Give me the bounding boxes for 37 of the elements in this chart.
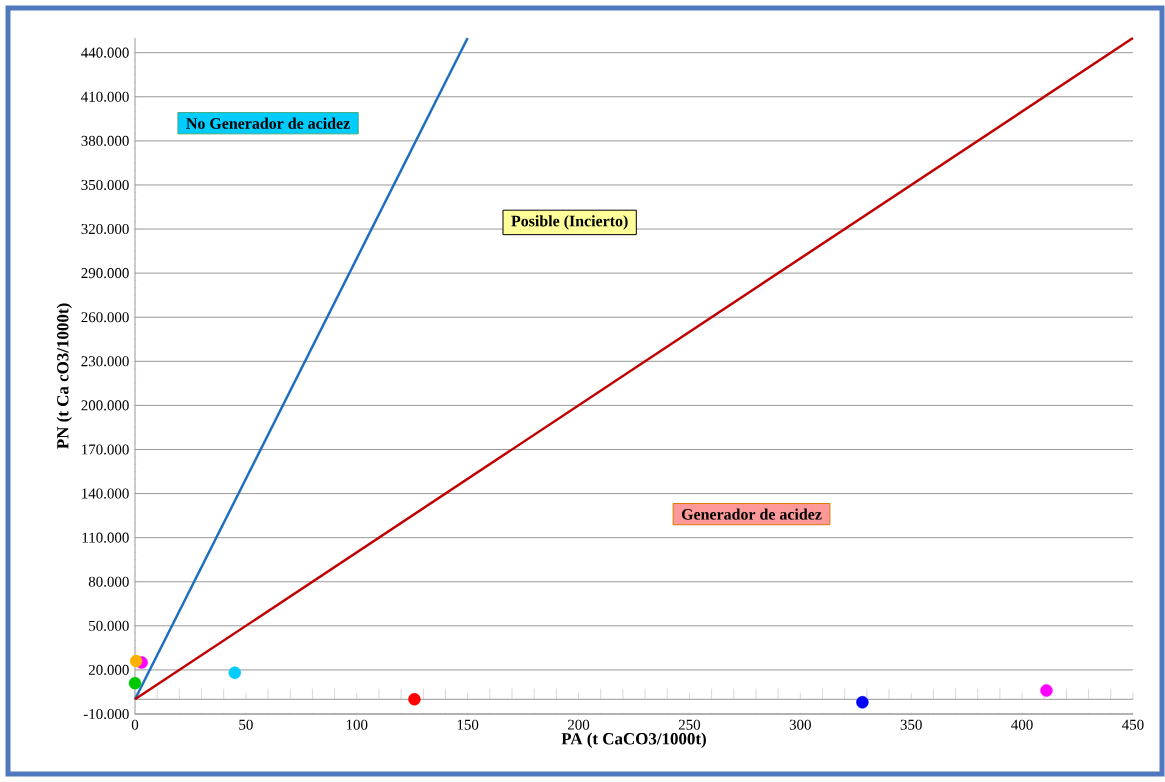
x-tick-label: 400	[1011, 719, 1033, 730]
y-tick-label: 50.000	[89, 620, 129, 631]
x-tick-label: 250	[678, 719, 701, 730]
point	[228, 666, 241, 680]
x-tick-label: 200	[567, 719, 590, 730]
point	[1040, 684, 1053, 697]
y-tick-label: 410.000	[81, 91, 129, 102]
x-tick-label: 0	[131, 719, 139, 730]
x-axis-title: PA (t CaCO3/1000t)	[561, 732, 706, 748]
annotation: No Generador de acidez	[186, 117, 350, 129]
point	[408, 693, 421, 706]
y-tick-label: -10.000	[83, 708, 129, 720]
x-tick-label: 350	[900, 719, 922, 730]
point	[856, 696, 869, 709]
point	[128, 676, 142, 690]
y-tick-label: 260.000	[81, 312, 129, 323]
annotation: Generador de acidez	[681, 508, 822, 520]
annotation: Posible (Incierto)	[511, 215, 628, 230]
y-tick-label: 200.000	[81, 400, 129, 411]
x-tick-label: 100	[346, 719, 368, 730]
x-tick-label: 300	[789, 719, 811, 730]
y-tick-label: 380.000	[81, 135, 129, 146]
point	[129, 654, 143, 668]
y-tick-label: 230.000	[81, 356, 129, 367]
y-tick-label: 110.000	[82, 532, 129, 543]
y-tick-label: 290.000	[81, 268, 129, 279]
y-tick-label: 170.000	[82, 444, 129, 455]
x-tick-label: 50	[239, 719, 253, 730]
y-tick-label: 80.000	[88, 576, 129, 587]
y-tick-label: 20.000	[88, 664, 129, 675]
y-tick-label: 140.000	[82, 488, 129, 499]
y-axis-title: PN (t Ca cO3/1000t)	[56, 303, 72, 449]
y-tick-label: 350.000	[81, 179, 129, 191]
x-tick-label: 150	[457, 719, 479, 730]
y-tick-label: 320.000	[81, 223, 129, 235]
x-tick-label: 450	[1122, 719, 1144, 730]
y-tick-label: 440.000	[81, 47, 129, 58]
